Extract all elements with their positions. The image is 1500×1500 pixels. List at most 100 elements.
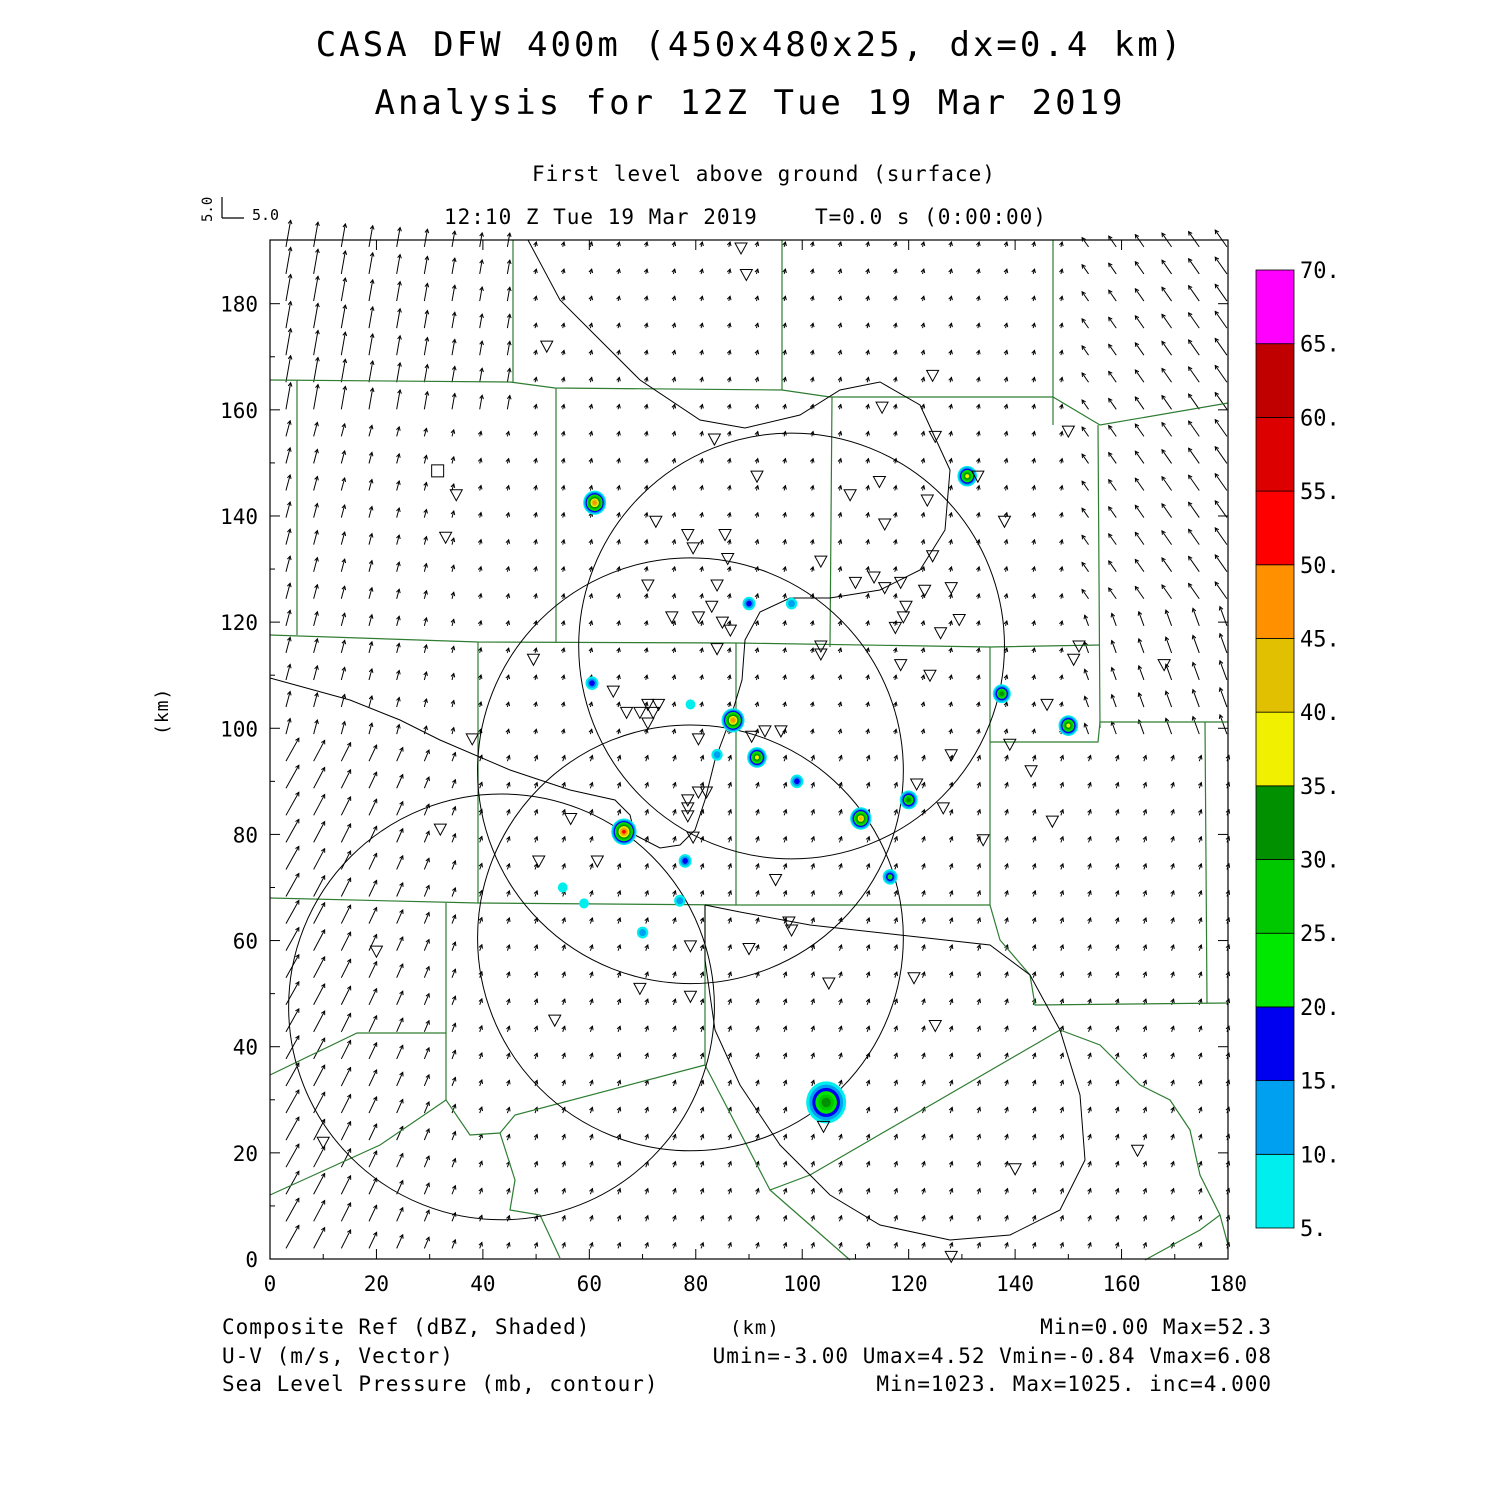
- wind-vector-head: [810, 808, 815, 814]
- wind-vector-head: [782, 1241, 788, 1247]
- wind-vector: [340, 1202, 352, 1222]
- wind-vector: [1188, 420, 1200, 437]
- wind-vector-head: [755, 1079, 760, 1085]
- wind-vector-head: [533, 701, 538, 707]
- wind-vector-head: [505, 565, 511, 571]
- wind-vector: [1214, 311, 1228, 329]
- wind-vector-head: [373, 852, 378, 858]
- wind-vector: [396, 281, 401, 302]
- wind-vector: [1214, 554, 1228, 572]
- wind-vector-head: [948, 1133, 954, 1139]
- wind-vector: [1188, 339, 1200, 356]
- wind-vector: [285, 664, 291, 681]
- wind-vector-head: [1031, 322, 1036, 328]
- wind-vector-head: [346, 958, 352, 964]
- wind-vector-head: [837, 430, 843, 436]
- wind-vector-head: [1110, 612, 1116, 618]
- wind-vector-head: [893, 538, 898, 544]
- wind-vector: [368, 853, 378, 870]
- wind-vector: [506, 368, 511, 383]
- wind-vector-head: [672, 1052, 677, 1058]
- wind-vector-head: [838, 1214, 843, 1220]
- wind-vector: [1134, 234, 1145, 248]
- wind-vector-head: [644, 1187, 649, 1193]
- wind-vector-head: [671, 322, 677, 328]
- wind-vector-head: [589, 1160, 594, 1166]
- wind-vector-head: [1197, 1079, 1203, 1085]
- wind-vector: [368, 333, 374, 356]
- wind-vector-head: [1161, 340, 1166, 346]
- wind-vector: [396, 828, 404, 843]
- wind-vector-head: [368, 722, 374, 728]
- wind-vector-head: [810, 754, 815, 760]
- wind-vector-head: [865, 674, 870, 680]
- wind-vector: [1084, 642, 1090, 654]
- station-marker: [917, 584, 932, 598]
- wind-vector: [1161, 503, 1172, 518]
- wind-vector-head: [346, 1174, 352, 1180]
- wind-vector-head: [450, 510, 456, 516]
- wind-vector-head: [920, 457, 926, 463]
- wind-vector: [451, 258, 456, 275]
- wind-vector-head: [342, 249, 348, 255]
- wind-vector-head: [451, 1022, 457, 1028]
- wind-vector-head: [321, 1118, 326, 1124]
- wind-vector-head: [672, 916, 677, 922]
- wind-vector-head: [1003, 484, 1009, 490]
- wind-vector-head: [1004, 889, 1009, 895]
- wind-vector-head: [1108, 478, 1113, 484]
- wind-vector-head: [295, 845, 300, 851]
- wind-vector-head: [1142, 1025, 1148, 1031]
- county-line: [269, 897, 990, 906]
- wind-vector-head: [346, 850, 352, 856]
- wind-vector: [1188, 285, 1200, 302]
- wind-vector-head: [450, 537, 456, 543]
- wind-vector-head: [644, 1106, 649, 1112]
- wind-vector: [451, 941, 456, 951]
- wind-vector: [396, 480, 400, 491]
- wind-vector-head: [314, 664, 319, 670]
- wind-vector-head: [1110, 693, 1116, 699]
- county-line: [989, 647, 1229, 1006]
- wind-vector-head: [948, 1025, 954, 1031]
- wind-vector-head: [837, 511, 843, 517]
- wind-vector-head: [1087, 971, 1092, 977]
- wind-vector-head: [699, 1133, 705, 1139]
- wind-vector-head: [424, 363, 430, 369]
- wind-vector-head: [1003, 268, 1009, 274]
- station-marker: [649, 515, 663, 529]
- wind-vector-head: [373, 825, 378, 831]
- wind-vector-head: [451, 392, 457, 398]
- wind-vector-head: [671, 457, 677, 463]
- wind-vector-head: [423, 454, 428, 460]
- wind-vector: [285, 1225, 300, 1249]
- wind-vector-head: [1225, 916, 1231, 922]
- wind-vector-head: [478, 1024, 483, 1030]
- station-marker: [848, 576, 863, 590]
- colorbar-label: 70.: [1300, 259, 1340, 284]
- wind-vector-head: [561, 944, 566, 950]
- wind-vector-head: [287, 555, 292, 561]
- wind-vector-head: [533, 1187, 539, 1193]
- wind-vector-head: [699, 998, 705, 1004]
- wind-vector-head: [346, 1147, 352, 1153]
- wind-vector: [1081, 372, 1089, 383]
- wind-vector: [423, 1128, 430, 1141]
- wind-vector-head: [560, 322, 566, 328]
- wind-vector-head: [506, 1133, 511, 1139]
- wind-vector-head: [1142, 998, 1148, 1004]
- wind-vector-head: [478, 1079, 483, 1085]
- reflectivity-cell: [999, 691, 1004, 696]
- colorbar-swatch: [1255, 711, 1295, 787]
- wind-vector: [285, 927, 300, 951]
- wind-vector-head: [589, 1052, 594, 1058]
- wind-vector: [423, 509, 427, 518]
- wind-vector: [313, 584, 318, 599]
- wind-vector-head: [533, 295, 538, 301]
- station-markers: [316, 242, 1171, 1264]
- station-marker: [888, 621, 903, 635]
- station-marker: [1008, 1163, 1022, 1176]
- wind-vector-head: [505, 620, 511, 626]
- wind-vector-head: [1003, 403, 1009, 409]
- wind-vector-head: [643, 620, 649, 626]
